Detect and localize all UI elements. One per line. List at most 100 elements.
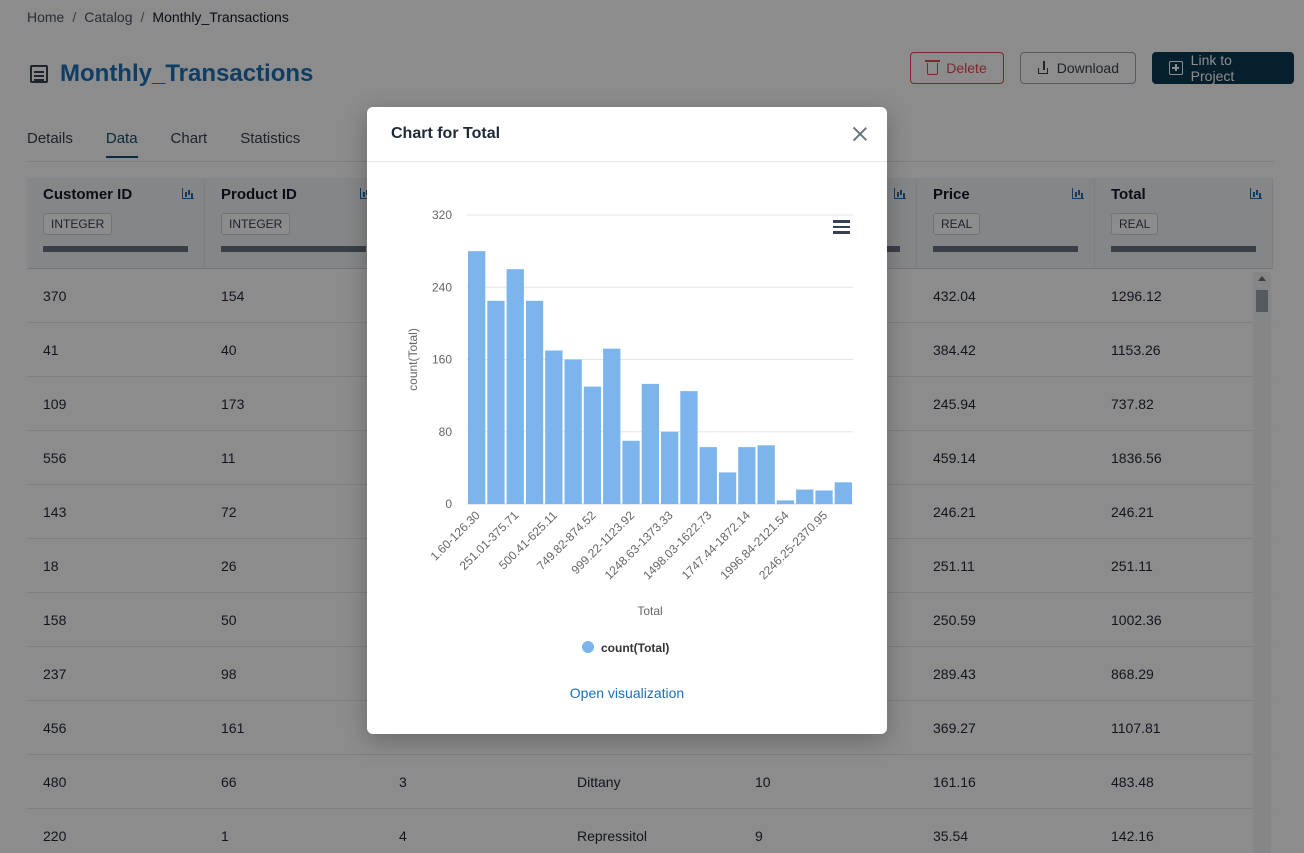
table-cell: 456: [43, 719, 67, 736]
bar: [776, 500, 795, 504]
bar: [506, 269, 524, 504]
y-tick-label: 320: [432, 208, 452, 222]
x-tick-label: 2246.25-2370.95: [756, 508, 830, 582]
table-row[interactable]: 220 1 4 Repressitol 9 35.54 142.16: [27, 809, 1273, 853]
table-cell: 1153.26: [1111, 341, 1161, 358]
y-tick-label: 160: [432, 353, 452, 367]
table-cell: 143: [43, 503, 67, 520]
download-button[interactable]: Download: [1020, 52, 1136, 84]
breadcrumb-separator: /: [72, 9, 77, 25]
breadcrumb-catalog[interactable]: Catalog: [84, 9, 133, 25]
bar: [603, 348, 621, 504]
table-cell: 18: [43, 557, 59, 574]
download-label: Download: [1056, 60, 1119, 76]
column-header[interactable]: Total REAL: [1095, 178, 1273, 268]
tab-details[interactable]: Details: [27, 130, 73, 147]
column-distribution-bar: [1111, 246, 1256, 252]
table-cell: 50: [221, 611, 237, 628]
chart-modal: Chart for Total 0 80 160 240 320 1.60-126.30 2…: [367, 107, 887, 734]
table-row[interactable]: 18 26 251.11 251.11: [27, 539, 1273, 593]
table-cell: 3: [399, 773, 407, 790]
column-chart-icon[interactable]: [894, 188, 906, 199]
table-cell: 246.21: [1111, 503, 1154, 520]
column-type-badge: INTEGER: [221, 213, 291, 235]
breadcrumb: Home / Catalog / Monthly_Transactions: [27, 9, 289, 25]
table-icon: [30, 65, 48, 83]
column-chart-icon[interactable]: [360, 188, 372, 199]
chart-area: 0 80 160 240 320 1.60-126.30 251.01-375.71 500.…: [367, 162, 887, 672]
close-icon[interactable]: [853, 127, 867, 141]
title-row: Monthly_Transactions: [30, 60, 313, 88]
table-cell: 173: [221, 395, 245, 412]
trash-icon: [925, 60, 941, 75]
modal-title: Chart for Total: [391, 125, 501, 142]
open-visualization-link[interactable]: Open visualization: [569, 685, 685, 701]
table-cell: 459.14: [933, 449, 976, 466]
table-cell: 41: [43, 341, 59, 358]
table-cell: 154: [221, 287, 245, 304]
bar: [699, 447, 717, 504]
column-chart-icon[interactable]: [1250, 188, 1262, 199]
bar: [738, 447, 756, 504]
bar: [622, 440, 640, 504]
bar: [757, 445, 775, 504]
table-cell: 480: [43, 773, 67, 790]
table-cell: 35.54: [933, 827, 969, 844]
breadcrumb-separator: /: [140, 9, 145, 25]
tab-chart[interactable]: Chart: [170, 130, 208, 147]
histogram-chart: 0801602403201.60-126.30251.01-375.71500.…: [406, 208, 853, 655]
bar: [796, 489, 814, 504]
table-cell: 9: [755, 827, 763, 844]
table-cell: 26: [221, 557, 237, 574]
table-cell: 10: [755, 773, 771, 790]
delete-button[interactable]: Delete: [910, 52, 1004, 84]
bar: [834, 482, 852, 504]
table-row[interactable]: 480 66 3 Dittany 10 161.16 483.48: [27, 755, 1273, 809]
y-axis-label: count(Total): [406, 328, 420, 391]
column-distribution-bar: [221, 246, 366, 252]
x-axis-label: Total: [637, 604, 662, 618]
table-cell: 1836.56: [1111, 449, 1162, 466]
table-cell: 158: [43, 611, 67, 628]
column-header[interactable]: Customer ID INTEGER: [27, 178, 205, 268]
table-cell: 4: [399, 827, 407, 844]
table-cell: 161.16: [933, 773, 976, 790]
column-type-badge: REAL: [1111, 213, 1159, 235]
column-name: Customer ID: [43, 186, 133, 203]
scroll-thumb[interactable]: [1256, 290, 1268, 312]
table-cell: 11: [221, 449, 236, 466]
x-tick-label: 1996.84-2121.54: [718, 508, 792, 582]
bar: [525, 300, 544, 504]
bar: [564, 359, 582, 504]
column-name: Price: [933, 186, 970, 203]
tab-data[interactable]: Data: [105, 130, 138, 158]
bar: [661, 431, 679, 504]
table-cell: 245.94: [933, 395, 976, 412]
bar: [680, 391, 698, 504]
bar: [545, 350, 563, 504]
table-scrollbar[interactable]: [1253, 272, 1271, 853]
link-to-project-button[interactable]: Link to Project: [1152, 52, 1294, 84]
table-cell: 237: [43, 665, 67, 682]
column-header[interactable]: Product ID INTEGER: [205, 178, 383, 268]
table-cell: 98: [221, 665, 237, 682]
legend-marker: [582, 641, 594, 653]
plus-box-icon: [1169, 61, 1183, 75]
action-bar: Delete Download Link to Project: [910, 52, 1294, 84]
scroll-up-icon[interactable]: [1258, 276, 1266, 281]
breadcrumb-home[interactable]: Home: [27, 9, 65, 25]
table-cell: 251.11: [933, 557, 975, 574]
download-icon: [1037, 61, 1049, 75]
page-title: Monthly_Transactions: [60, 60, 314, 87]
table-cell: 109: [43, 395, 67, 412]
column-name: Total: [1111, 186, 1146, 203]
column-header[interactable]: Price REAL: [917, 178, 1095, 268]
tab-statistics[interactable]: Statistics: [240, 130, 301, 147]
column-chart-icon[interactable]: [182, 188, 194, 199]
table-cell: 161: [221, 719, 245, 736]
chart-menu-icon[interactable]: [833, 220, 850, 234]
table-cell: 1002.36: [1111, 611, 1162, 628]
breadcrumb-current: Monthly_Transactions: [152, 9, 289, 25]
table-cell: 246.21: [933, 503, 976, 520]
column-chart-icon[interactable]: [1072, 188, 1084, 199]
